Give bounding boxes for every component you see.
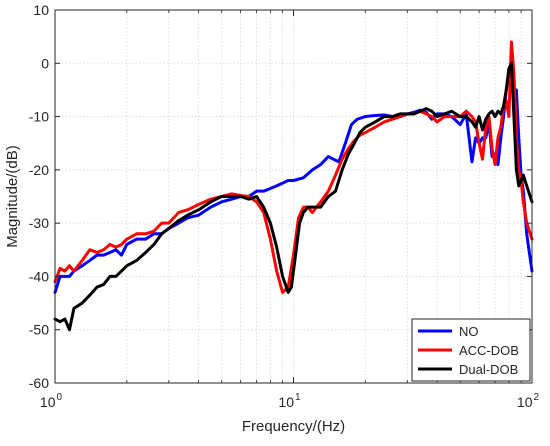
y-tick-label: 10 bbox=[33, 2, 49, 18]
legend: NO ACC-DOB Dual-DOB bbox=[411, 318, 531, 382]
y-tick-label: -60 bbox=[29, 375, 49, 391]
legend-label: NO bbox=[459, 324, 479, 339]
y-axis-label: Magnitude/(dB) bbox=[4, 145, 21, 248]
y-tick-label: -20 bbox=[29, 162, 49, 178]
y-tick-label: -50 bbox=[29, 322, 49, 338]
legend-label: Dual-DOB bbox=[459, 362, 518, 377]
series-line-dual-dob bbox=[53, 61, 534, 332]
series-layer bbox=[53, 40, 534, 332]
y-tick-label: -30 bbox=[29, 215, 49, 231]
x-axis-label: Frequency/(Hz) bbox=[242, 418, 345, 435]
y-tick-label: -10 bbox=[29, 109, 49, 125]
y-tick-label: -40 bbox=[29, 268, 49, 284]
y-tick-label: 0 bbox=[41, 55, 49, 71]
legend-label: ACC-DOB bbox=[459, 343, 519, 358]
series-line-acc-dob bbox=[53, 40, 534, 294]
